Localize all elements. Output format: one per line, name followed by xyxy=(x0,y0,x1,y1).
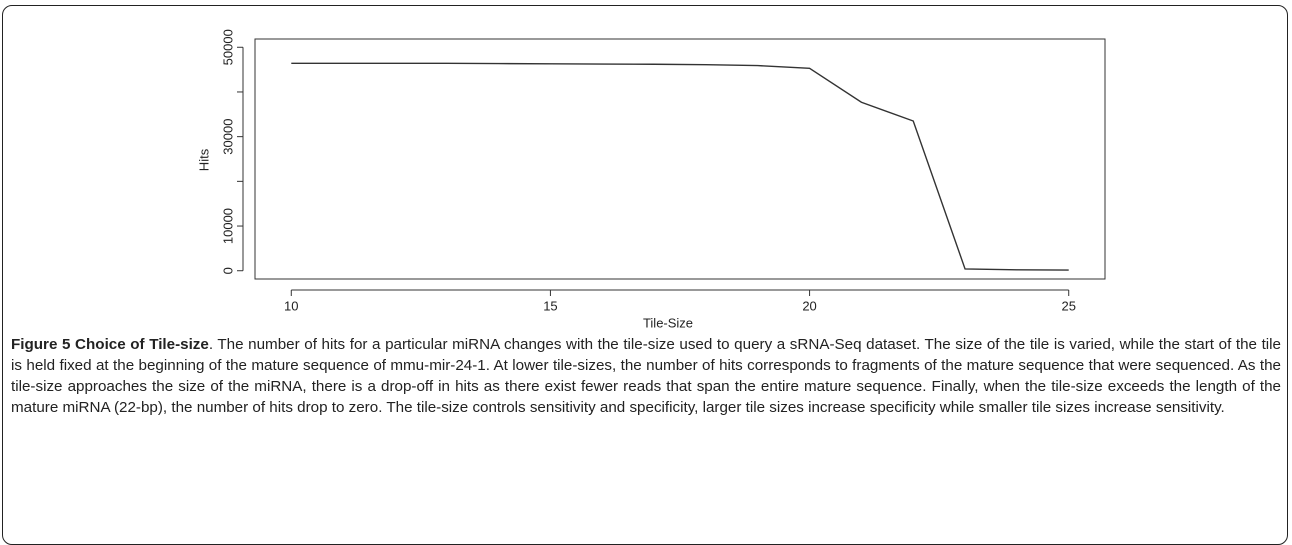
y-tick-label: 50000 xyxy=(220,29,235,65)
caption-label: Figure 5 Choice of Tile-size xyxy=(11,336,209,353)
x-tick-label: 25 xyxy=(1061,298,1075,313)
data-line xyxy=(291,62,1069,271)
x-tick-label: 10 xyxy=(284,298,298,313)
caption-text: . The number of hits for a particular mi… xyxy=(11,336,1281,416)
plot-box xyxy=(254,38,1106,280)
chart: Tile-Size Hits 0 10000 30000 50000 10 15 20 25 xyxy=(196,29,1106,330)
x-axis-label: Tile-Size xyxy=(643,315,693,330)
x-tick-label: 15 xyxy=(543,298,557,313)
caption: Figure 5 Choice of Tile-size. The number… xyxy=(11,334,1281,418)
y-axis-label: Hits xyxy=(196,148,211,171)
y-tick-label: 30000 xyxy=(220,119,235,155)
y-tick-label: 10000 xyxy=(220,208,235,244)
page: {"chart_data": {"type": "line", "xlabel"… xyxy=(2,5,1288,545)
y-tick-label: 0 xyxy=(220,267,235,274)
x-tick-label: 20 xyxy=(802,298,816,313)
